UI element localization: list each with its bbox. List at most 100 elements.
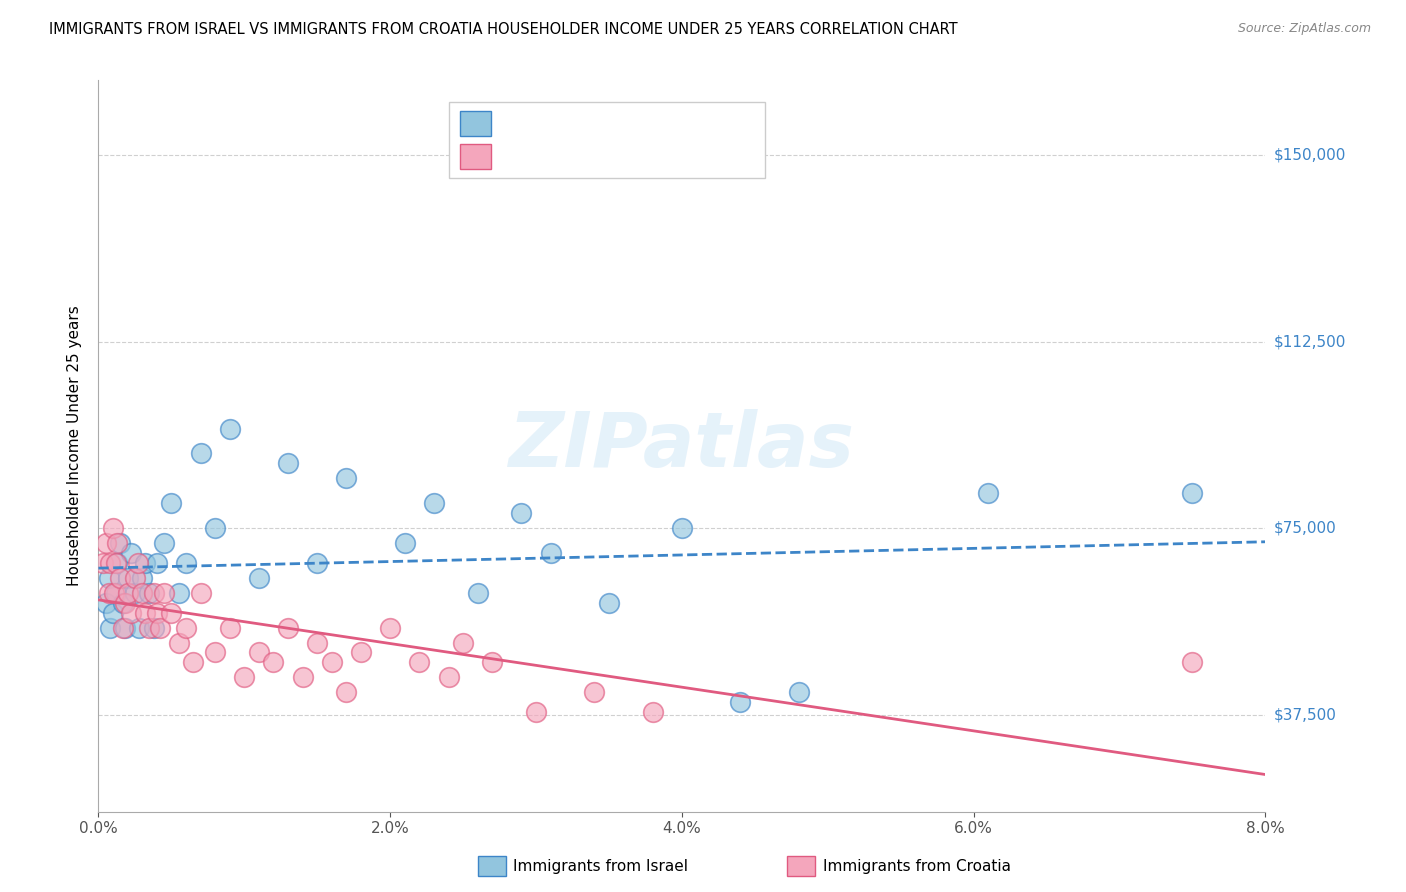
Point (134, 606, 156, 620)
Point (94, 596, 117, 610)
Point (467, 586, 489, 600)
Point (437, 670, 460, 684)
Point (131, 571, 153, 585)
Point (730, 695, 752, 709)
Text: ZIPatlas: ZIPatlas (509, 409, 855, 483)
Point (146, 556, 169, 570)
Point (423, 496, 446, 510)
Point (787, 685, 810, 699)
Point (218, 621, 240, 635)
Point (94, 536, 117, 550)
Point (1181, 486, 1204, 500)
Point (262, 656, 284, 670)
Text: N =: N = (586, 149, 633, 164)
Text: -0.172: -0.172 (529, 149, 586, 164)
Point (321, 656, 343, 670)
Point (134, 556, 156, 570)
Text: R =: R = (499, 116, 534, 131)
Point (131, 586, 153, 600)
Text: Immigrants from Israel: Immigrants from Israel (513, 859, 688, 873)
Point (120, 606, 142, 620)
Point (174, 556, 197, 570)
Point (138, 586, 160, 600)
Point (510, 506, 533, 520)
Point (112, 596, 135, 610)
Point (190, 446, 212, 460)
Point (277, 621, 299, 635)
Point (146, 606, 169, 620)
Point (104, 556, 127, 570)
Point (380, 621, 402, 635)
Point (247, 571, 270, 585)
Point (335, 685, 357, 699)
Point (112, 621, 135, 635)
Point (218, 421, 240, 435)
Point (124, 571, 146, 585)
Point (335, 471, 357, 485)
Point (105, 536, 128, 550)
Point (149, 621, 172, 635)
Point (204, 645, 226, 659)
Point (671, 521, 693, 535)
Text: 0.185: 0.185 (529, 116, 585, 131)
Point (97, 571, 120, 585)
Point (153, 536, 176, 550)
Point (583, 685, 606, 699)
Point (350, 645, 373, 659)
Point (174, 621, 197, 635)
Point (540, 546, 562, 560)
Point (128, 621, 150, 635)
Point (142, 586, 165, 600)
Point (110, 571, 132, 585)
Point (127, 556, 149, 570)
Point (160, 496, 183, 510)
Point (97, 586, 120, 600)
Text: 47: 47 (626, 149, 648, 164)
Point (451, 635, 474, 649)
Point (138, 621, 160, 635)
Text: R =: R = (499, 149, 534, 164)
Point (105, 556, 128, 570)
Point (124, 586, 146, 600)
Text: Source: ZipAtlas.com: Source: ZipAtlas.com (1237, 22, 1371, 36)
Text: $112,500: $112,500 (1274, 334, 1346, 349)
Y-axis label: Householder Income Under 25 years: Householder Income Under 25 years (67, 306, 83, 586)
Point (977, 486, 1000, 500)
Point (167, 635, 190, 649)
Point (114, 596, 136, 610)
Point (91, 556, 114, 570)
Point (153, 586, 176, 600)
Point (117, 571, 139, 585)
Point (114, 621, 136, 635)
Point (641, 705, 664, 719)
Text: Immigrants from Croatia: Immigrants from Croatia (823, 859, 1011, 873)
Point (101, 521, 124, 535)
Point (167, 586, 190, 600)
Point (524, 705, 547, 719)
Point (98, 556, 121, 570)
Point (307, 556, 329, 570)
Point (103, 586, 125, 600)
Point (233, 670, 256, 684)
Point (291, 670, 314, 684)
Point (394, 536, 416, 550)
Point (204, 521, 226, 535)
Point (98, 621, 121, 635)
Point (101, 606, 124, 620)
Point (598, 596, 620, 610)
Text: N =: N = (586, 116, 633, 131)
Text: $37,500: $37,500 (1274, 707, 1337, 723)
Point (481, 656, 503, 670)
Point (247, 645, 270, 659)
Text: $75,000: $75,000 (1274, 521, 1337, 535)
Point (408, 656, 430, 670)
Point (104, 586, 127, 600)
Text: $150,000: $150,000 (1274, 147, 1346, 162)
Point (110, 536, 132, 550)
Point (307, 635, 329, 649)
Text: IMMIGRANTS FROM ISRAEL VS IMMIGRANTS FROM CROATIA HOUSEHOLDER INCOME UNDER 25 YE: IMMIGRANTS FROM ISRAEL VS IMMIGRANTS FRO… (49, 22, 957, 37)
Point (181, 656, 204, 670)
Point (160, 606, 183, 620)
Point (142, 621, 165, 635)
Point (190, 586, 212, 600)
